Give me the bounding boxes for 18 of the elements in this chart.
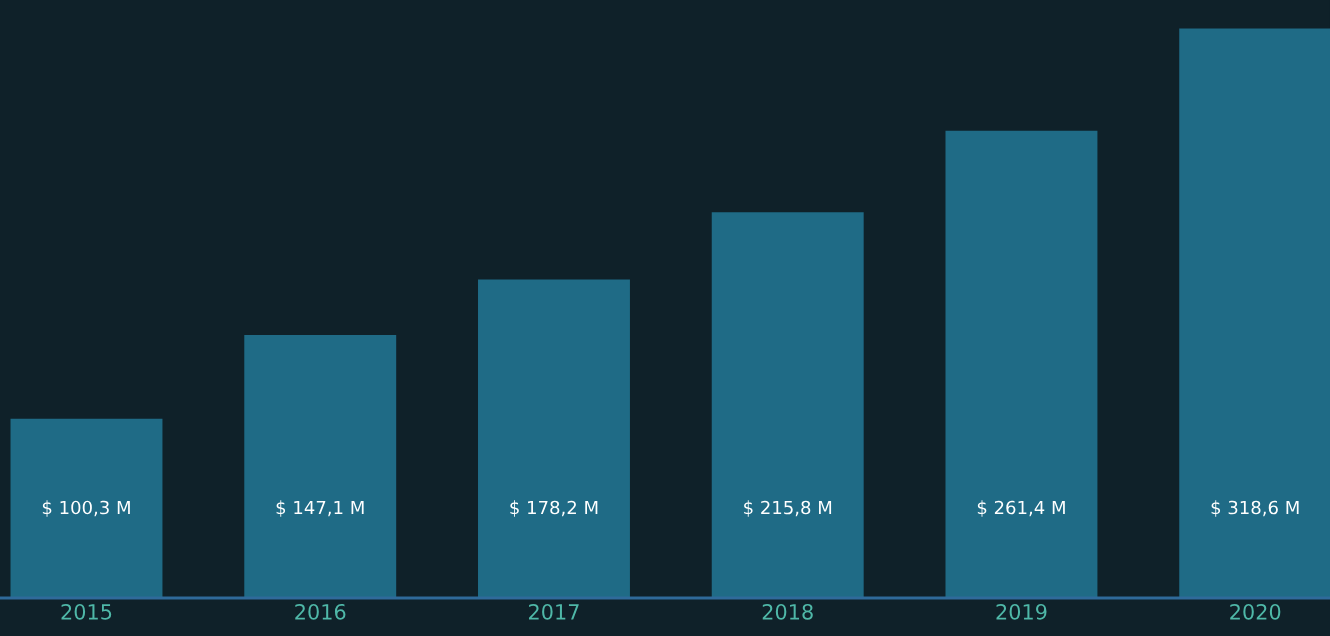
x-tick-label: 2018 bbox=[762, 603, 813, 620]
data-label: $ 178,2 M bbox=[510, 500, 598, 517]
data-label: $ 100,3 M bbox=[42, 500, 130, 517]
bar bbox=[711, 212, 864, 598]
bar bbox=[1179, 28, 1330, 598]
x-tick-label: 2015 bbox=[61, 603, 112, 620]
bar bbox=[244, 335, 397, 598]
bar bbox=[945, 130, 1098, 598]
data-label: $ 147,1 M bbox=[276, 500, 364, 517]
data-label: $ 261,4 M bbox=[977, 500, 1065, 517]
bar bbox=[10, 418, 163, 598]
x-tick-label: 2017 bbox=[528, 603, 579, 620]
data-label: $ 318,6 M bbox=[1211, 500, 1299, 517]
bar bbox=[478, 279, 630, 598]
x-tick-label: 2019 bbox=[996, 603, 1047, 620]
data-label: $ 215,8 M bbox=[744, 500, 832, 517]
x-tick-label: 2020 bbox=[1230, 603, 1281, 620]
x-tick-label: 2016 bbox=[295, 603, 346, 620]
